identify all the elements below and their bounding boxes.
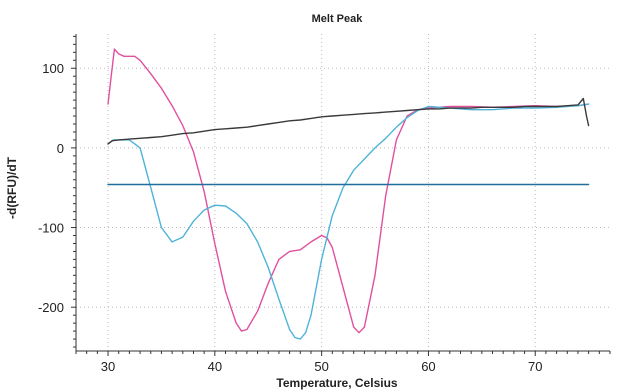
x-tick-label: 30: [101, 359, 115, 374]
chart-title: Melt Peak: [312, 13, 364, 25]
y-axis-label: -d(RFU)/dT: [5, 156, 19, 219]
x-axis-label: Temperature, Celsius: [276, 376, 397, 390]
y-tick-label: 0: [57, 141, 64, 156]
x-tick-label: 40: [208, 359, 222, 374]
series-layer: [107, 48, 590, 340]
grid-layer: [76, 34, 610, 351]
y-tick-label: -100: [38, 221, 64, 236]
y-tick-label: 100: [42, 61, 64, 76]
x-tick-label: 70: [528, 359, 542, 374]
x-tick-label: 50: [314, 359, 328, 374]
y-tick-label: -200: [38, 300, 64, 315]
axes-layer: 30 40 50 60 70 100 0 -100 -200: [38, 34, 611, 374]
x-tick-label: 60: [421, 359, 435, 374]
series-line-3: [107, 97, 590, 145]
